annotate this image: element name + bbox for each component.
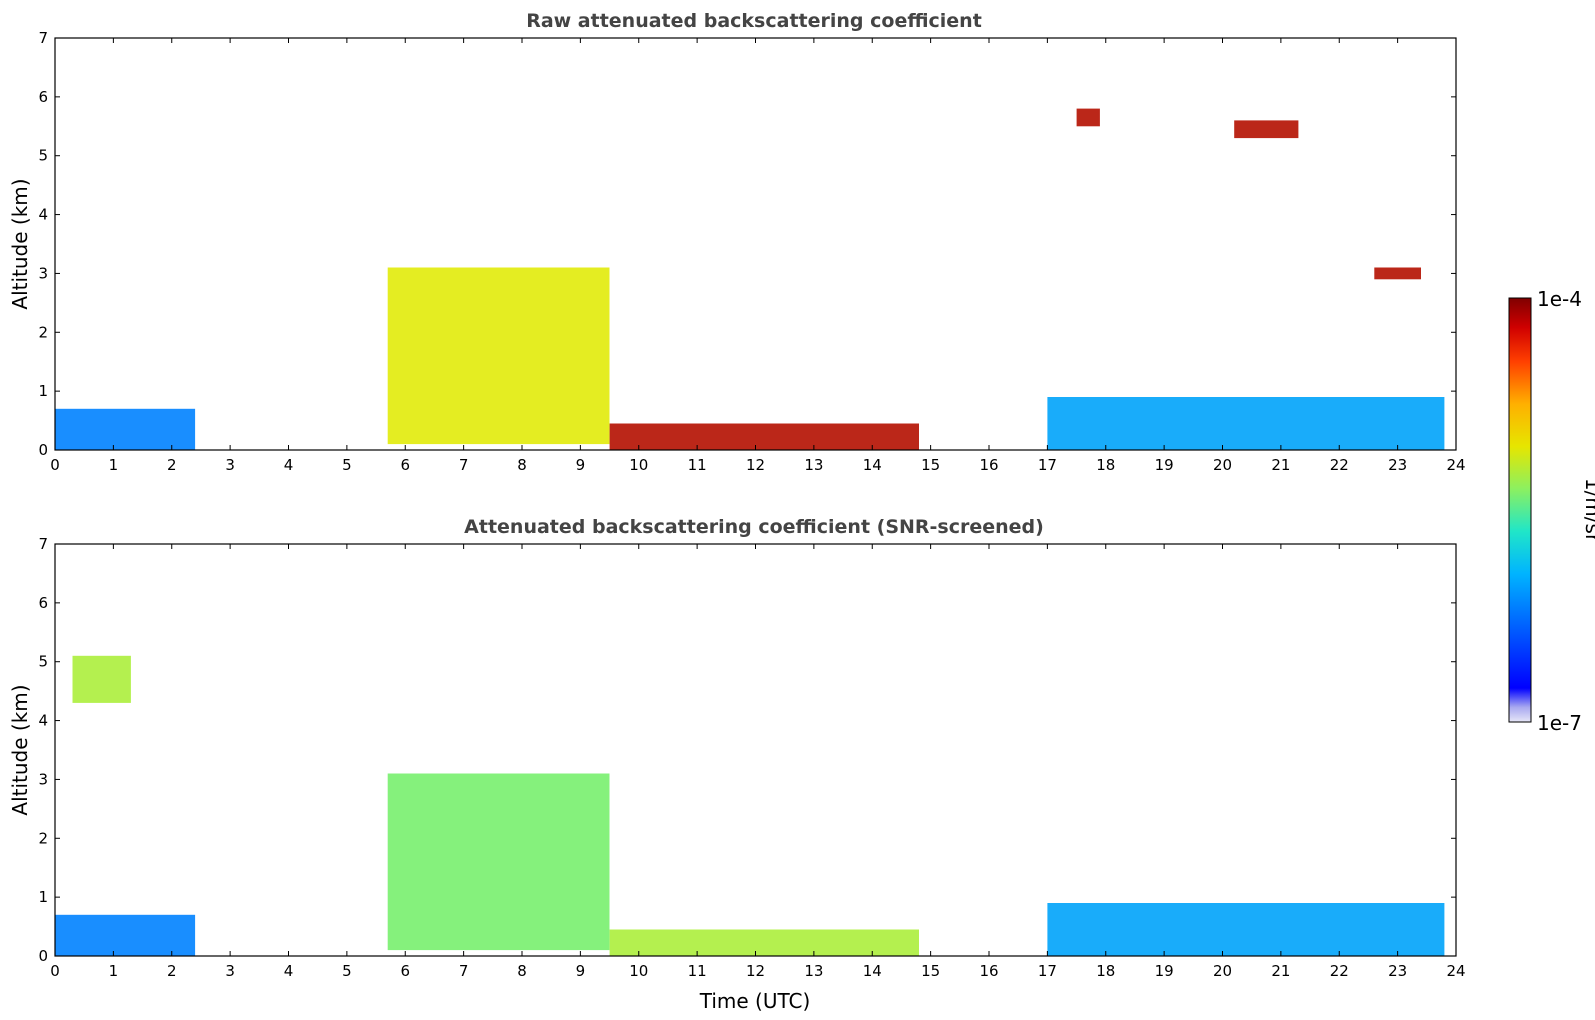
x-tick-label: 21 <box>1271 962 1290 980</box>
panel-raw-title: Raw attenuated backscattering coefficien… <box>526 10 982 32</box>
x-tick-label: 5 <box>342 962 352 980</box>
panel-screened-ticks: 0 1 2 3 4 5 6 7 8 9 10 11 12 13 14 15 16 17 18 19 20 21 22 23 24… <box>38 535 1465 980</box>
y-tick-label: 0 <box>38 441 48 459</box>
x-tick-label: 2 <box>167 456 177 474</box>
panel-screened-title: Attenuated backscattering coefficient (S… <box>464 516 1044 538</box>
panel-screened-xlabel: Time (UTC) <box>699 989 811 1013</box>
panel-raw-frame <box>54 37 1457 451</box>
x-tick-label: 4 <box>284 456 294 474</box>
y-tick-label: 4 <box>38 206 48 224</box>
x-tick-label: 12 <box>746 962 765 980</box>
panel-screened-heatmap <box>55 655 1445 956</box>
y-tick-label: 1 <box>38 382 48 400</box>
heatmap-feature-cloud-1 <box>72 655 131 703</box>
x-tick-label: 14 <box>863 456 882 474</box>
x-tick-label: 15 <box>921 962 940 980</box>
x-tick-label: 24 <box>1446 962 1465 980</box>
x-tick-label: 10 <box>629 456 648 474</box>
heatmap-feature-boundary_layer-0 <box>55 914 196 956</box>
x-tick-label: 17 <box>1038 456 1057 474</box>
y-tick-label: 6 <box>38 88 48 106</box>
x-tick-label: 22 <box>1330 456 1349 474</box>
x-tick-label: 2 <box>167 962 177 980</box>
y-tick-label: 6 <box>38 594 48 612</box>
x-tick-label: 10 <box>629 962 648 980</box>
heatmap-feature-cloud-3 <box>1076 108 1100 127</box>
y-tick-label: 2 <box>38 829 48 847</box>
x-tick-label: 22 <box>1330 962 1349 980</box>
y-tick-label: 7 <box>38 535 48 553</box>
y-tick-label: 5 <box>38 653 48 671</box>
x-tick-label: 20 <box>1213 962 1232 980</box>
x-tick-label: 19 <box>1155 456 1174 474</box>
panel-screened-frame <box>54 543 1457 957</box>
colorbar-max-label: 1e-4 <box>1537 287 1582 311</box>
x-tick-label: 16 <box>979 962 998 980</box>
x-tick-label: 3 <box>225 962 235 980</box>
x-tick-label: 3 <box>225 456 235 474</box>
x-tick-label: 17 <box>1038 962 1057 980</box>
x-tick-label: 1 <box>109 456 119 474</box>
x-tick-label: 11 <box>688 962 707 980</box>
x-tick-label: 1 <box>109 962 119 980</box>
x-tick-label: 18 <box>1096 962 1115 980</box>
heatmap-feature-cloud-2 <box>387 773 610 951</box>
heatmap-feature-cloud-5 <box>1374 267 1421 280</box>
x-tick-label: 15 <box>921 456 940 474</box>
x-tick-label: 13 <box>804 456 823 474</box>
y-tick-label: 3 <box>38 264 48 282</box>
colorbar-min-label: 1e-7 <box>1537 711 1582 735</box>
colorbar: 1e-4 1e-7 1/m/sr <box>1508 287 1595 735</box>
y-tick-label: 2 <box>38 323 48 341</box>
panel-raw-ylabel: Altitude (km) <box>8 178 32 309</box>
x-tick-label: 14 <box>863 962 882 980</box>
y-tick-label: 5 <box>38 147 48 165</box>
heatmap-feature-surface_layer-3 <box>609 929 919 956</box>
panel-screened: Attenuated backscattering coefficient (S… <box>8 516 1466 1013</box>
panel-raw-heatmap <box>55 108 1445 450</box>
x-tick-label: 9 <box>576 962 586 980</box>
panel-screened-plot-area <box>55 655 1445 956</box>
x-tick-label: 4 <box>284 962 294 980</box>
x-tick-label: 6 <box>400 456 410 474</box>
x-tick-label: 5 <box>342 456 352 474</box>
heatmap-feature-boundary_layer-0 <box>55 408 196 450</box>
y-tick-label: 0 <box>38 947 48 965</box>
x-tick-label: 23 <box>1388 456 1407 474</box>
x-tick-label: 7 <box>459 962 469 980</box>
y-tick-label: 3 <box>38 770 48 788</box>
panel-raw: Raw attenuated backscattering coefficien… <box>8 10 1466 474</box>
x-tick-label: 0 <box>50 962 60 980</box>
x-tick-label: 19 <box>1155 962 1174 980</box>
heatmap-feature-boundary_layer-4 <box>1047 903 1445 956</box>
x-tick-label: 13 <box>804 962 823 980</box>
x-tick-label: 20 <box>1213 456 1232 474</box>
heatmap-feature-cloud-1 <box>387 267 610 445</box>
x-tick-label: 12 <box>746 456 765 474</box>
x-tick-label: 18 <box>1096 456 1115 474</box>
heatmap-feature-surface_layer-2 <box>609 423 919 450</box>
heatmap-feature-cloud-4 <box>1234 120 1299 139</box>
x-tick-label: 11 <box>688 456 707 474</box>
x-tick-label: 16 <box>979 456 998 474</box>
panel-raw-ticks: 0 1 2 3 4 5 6 7 8 9 10 11 12 13 14 15 16 17 18 19 20 21 22 23 24… <box>38 29 1465 474</box>
y-tick-label: 7 <box>38 29 48 47</box>
x-tick-label: 9 <box>576 456 586 474</box>
x-tick-label: 0 <box>50 456 60 474</box>
y-tick-label: 1 <box>38 888 48 906</box>
colorbar-unit-label: 1/m/sr <box>1581 478 1595 543</box>
x-tick-label: 7 <box>459 456 469 474</box>
panel-raw-plot-area <box>55 108 1445 450</box>
x-tick-label: 21 <box>1271 456 1290 474</box>
x-tick-label: 8 <box>517 962 527 980</box>
x-tick-label: 24 <box>1446 456 1465 474</box>
heatmap-feature-boundary_layer-6 <box>1047 397 1445 450</box>
colorbar-gradient <box>1508 297 1532 723</box>
x-tick-label: 8 <box>517 456 527 474</box>
x-tick-label: 6 <box>400 962 410 980</box>
y-tick-label: 4 <box>38 712 48 730</box>
panel-screened-ylabel: Altitude (km) <box>8 684 32 815</box>
x-tick-label: 23 <box>1388 962 1407 980</box>
